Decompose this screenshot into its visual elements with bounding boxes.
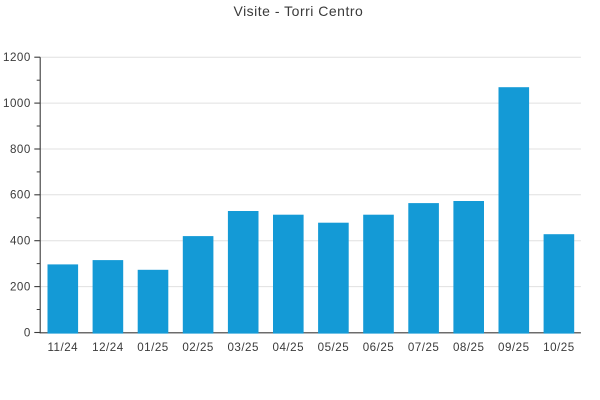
svg-text:600: 600: [10, 189, 31, 202]
svg-text:09/25: 09/25: [498, 341, 530, 354]
svg-text:12/24: 12/24: [92, 341, 124, 354]
svg-text:1000: 1000: [3, 97, 31, 110]
svg-text:11/24: 11/24: [47, 341, 78, 354]
svg-text:800: 800: [10, 143, 31, 156]
svg-text:1200: 1200: [3, 51, 31, 64]
svg-text:Visite - Torri Centro: Visite - Torri Centro: [233, 3, 363, 19]
svg-text:04/25: 04/25: [273, 341, 305, 354]
svg-text:06/25: 06/25: [363, 341, 395, 354]
svg-text:0: 0: [24, 326, 31, 339]
svg-text:01/25: 01/25: [137, 341, 169, 354]
svg-text:08/25: 08/25: [453, 341, 485, 354]
svg-text:400: 400: [10, 235, 31, 248]
svg-text:02/25: 02/25: [182, 341, 214, 354]
svg-text:10/25: 10/25: [543, 341, 575, 354]
svg-text:200: 200: [10, 281, 31, 294]
svg-text:03/25: 03/25: [227, 341, 259, 354]
svg-text:07/25: 07/25: [408, 341, 440, 354]
svg-text:05/25: 05/25: [318, 341, 350, 354]
